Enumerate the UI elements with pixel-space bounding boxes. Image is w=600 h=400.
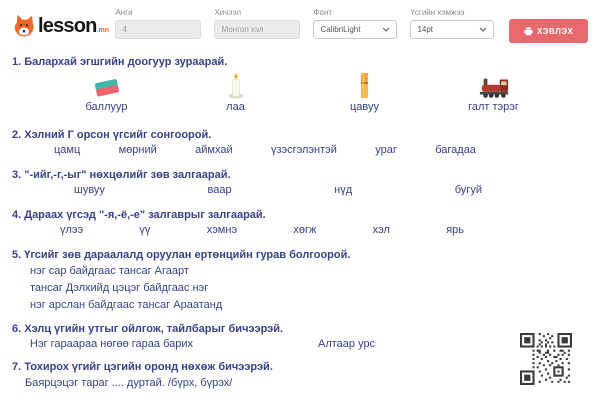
exercise-2-words: цамц мөрний аймхай үзэсгэлэнтэй ураг баг… (12, 143, 588, 158)
exercise-3: 3. "-ийг,-г,-ыг" нөхцөлийг зөв залгаарай… (12, 168, 588, 198)
word: үү (139, 224, 151, 236)
word: багадаа (435, 144, 476, 156)
print-button-label: ХЭВЛЭХ (537, 26, 574, 36)
picture-caption: цавуу (349, 101, 380, 113)
worksheet: 1. Балархай эгшгийн доогуур зураарай. ба… (0, 43, 600, 391)
logo-suffix: .mn (96, 26, 110, 34)
font-size-label: Үсгийн хэмжээ (410, 8, 465, 17)
subject-label: Хичээл (214, 8, 242, 17)
font-select[interactable]: CalibriLight (313, 20, 398, 39)
exercise-6-phrases: Нэг гараараа нөгөө гараа барих Алтаар ур… (30, 337, 588, 352)
word: бугуй (454, 184, 482, 196)
train-icon (478, 72, 510, 99)
exercise-6: 6. Хэлц үгийн утгыг ойлгож, тайлбарыг би… (12, 322, 588, 352)
jumbled-line: тансаг Дэлхийд цэцэг байдгаас нэг (30, 282, 209, 294)
exercise-7: 7. Тохирох үгийг цэгийн оронд нөхөж бичэ… (12, 360, 588, 391)
word: ураг (375, 144, 397, 156)
fill-blank-line: Баярцэцэг тараг .... дуртай. /бүрх, бүрэ… (25, 377, 233, 389)
picture-item-eraser: баллуур (42, 72, 171, 114)
qr-code-image (520, 333, 572, 385)
exercise-7-title: 7. Тохирох үгийг цэгийн оронд нөхөж бичэ… (12, 361, 273, 373)
word: аймхай (195, 144, 233, 156)
picture-item-train: галт тэрэг (429, 72, 558, 114)
field-font-size: Үсгийн хэмжээ 14pt (410, 8, 495, 39)
word: үзэсгэлэнтэй (270, 144, 337, 156)
picture-caption: лаа (226, 101, 245, 113)
toolbar: lesson.mn Анги Хичээл Фонт CalibriLight … (0, 0, 600, 43)
font-size-select[interactable]: 14pt (410, 20, 495, 39)
exercise-4-words: үлээ үү хэмнэ хөгж хэл ярь (12, 223, 588, 238)
font-size-select-value: 14pt (417, 25, 434, 34)
exercise-4-title: 4. Дараах үгсэд "-я,-ё,-е" залгаврыг зал… (12, 209, 266, 221)
grade-label: Анги (115, 8, 133, 17)
exercise-5-title: 5. Үгсийг зөв дараалалд оруулан ертөнций… (12, 249, 351, 261)
exercise-4: 4. Дараах үгсэд "-я,-ё,-е" залгаврыг зал… (12, 208, 588, 238)
exercise-1: 1. Балархай эгшгийн доогуур зураарай. ба… (12, 55, 588, 114)
word: хөгж (293, 224, 317, 236)
subject-input[interactable] (214, 20, 301, 39)
logo-text: lesson (38, 14, 97, 37)
exercise-1-title: 1. Балархай эгшгийн доогуур зураарай. (12, 56, 228, 68)
exercise-1-items: баллуур лаа (12, 72, 588, 114)
eraser-icon (92, 72, 122, 99)
word: ярь (446, 224, 464, 236)
word: ваар (207, 184, 232, 196)
printer-icon (524, 26, 533, 35)
picture-item-candle: лаа (171, 72, 300, 114)
word: цамц (54, 144, 81, 156)
exercise-2-title: 2. Хэлний Г орсон үгсийг сонгоорой. (12, 129, 212, 141)
candle-icon (226, 72, 246, 99)
word: хэл (372, 224, 390, 236)
jumbled-line: нэг арслан байдгаас тансаг Араатанд (30, 299, 223, 311)
picture-item-glue: цавуу (300, 72, 429, 114)
exercise-6-title: 6. Хэлц үгийн утгыг ойлгож, тайлбарыг би… (12, 323, 284, 335)
jumbled-line: нэг сар байдгаас тансаг Агаарт (30, 265, 189, 277)
chevron-down-icon (480, 27, 487, 32)
field-font: Фонт CalibriLight (313, 8, 398, 39)
word: нүд (334, 184, 353, 196)
grade-input[interactable] (115, 20, 202, 39)
word: шувуу (74, 184, 105, 196)
word: үлээ (60, 224, 84, 236)
exercise-3-title: 3. "-ийг,-г,-ыг" нөхцөлийг зөв залгаарай… (12, 169, 231, 181)
exercise-5: 5. Үгсийг зөв дараалалд оруулан ертөнций… (12, 248, 588, 314)
field-grade: Анги (115, 8, 202, 39)
print-button[interactable]: ХЭВЛЭХ (509, 19, 588, 43)
exercise-2: 2. Хэлний Г орсон үгсийг сонгоорой. цамц… (12, 128, 588, 158)
qr-code (520, 333, 572, 385)
glue-icon (359, 72, 370, 99)
word: мөрний (118, 144, 157, 156)
logo-wordmark: lesson.mn (38, 15, 109, 38)
chevron-down-icon (383, 27, 390, 32)
fox-logo-icon (14, 14, 34, 37)
exercise-3-words: шувуу ваар нүд бугуй (12, 183, 588, 198)
word: хэмнэ (206, 224, 238, 236)
idiom-phrase: Нэг гараараа нөгөө гараа барих (30, 338, 193, 350)
logo[interactable]: lesson.mn (12, 12, 115, 40)
field-subject: Хичээл (214, 8, 301, 39)
font-select-value: CalibriLight (320, 25, 361, 34)
picture-caption: галт тэрэг (468, 101, 519, 113)
font-label: Фонт (313, 8, 333, 17)
picture-caption: баллуур (85, 101, 128, 113)
idiom-phrase: Алтаар урс (318, 338, 376, 350)
